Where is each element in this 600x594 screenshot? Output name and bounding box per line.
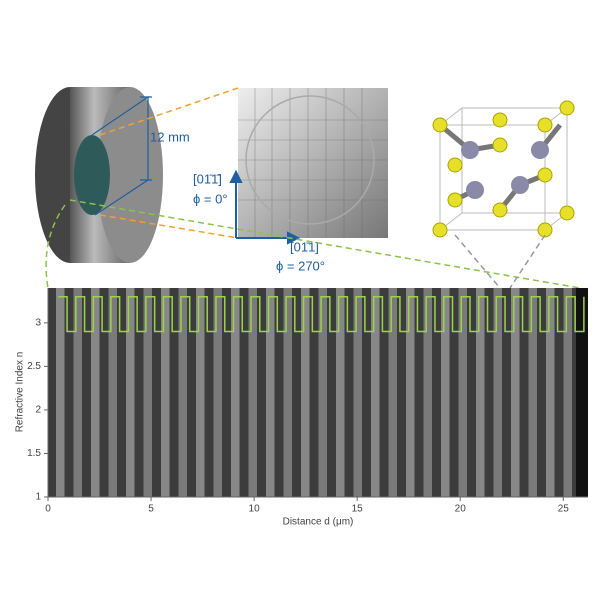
sem-stripe [266,288,275,497]
sem-stripe [161,288,170,497]
scale-bracket [91,95,152,216]
size-label: 12 mm [150,129,190,144]
sample-disk [35,87,163,263]
x-tick-label: 0 [45,504,51,515]
sem-stripe [441,288,450,497]
zoom-lines [99,87,239,239]
sem-stripe [143,288,152,497]
sem-stripe [126,288,135,497]
y-tick-label: 2.5 [27,361,41,372]
sem-stripe [458,288,467,497]
orientation-axes [229,169,301,245]
y-tick-label: 1.5 [27,448,41,459]
micrograph [238,88,388,238]
sem-stripe [476,288,485,497]
crystal-structure [432,100,575,238]
angle-label: ϕ = 0° [193,191,228,206]
sem-stripe [423,288,432,497]
index-profile [58,295,585,333]
angle-label: ϕ = 270° [276,258,325,273]
sem-stripe [231,288,240,497]
sem-stripe [493,288,502,497]
sem-stripe [56,288,65,497]
sem-stripe [406,288,415,497]
x-axis-label: Distance d (μm) [283,517,354,528]
x-tick-label: 25 [558,504,570,515]
sem-stripe [546,288,555,497]
y-tick-label: 2 [35,405,41,416]
y-axis-label: Refractive Index n [15,352,26,433]
sem-stripe [248,288,257,497]
sem-stripe [73,288,82,497]
sem-edge [576,288,588,497]
sem-stripe [528,288,537,497]
x-tick-label: 20 [455,504,467,515]
sem-stripe [91,288,100,497]
sem-stripe [108,288,117,497]
sem-stripe [178,288,187,497]
x-tick-label: 10 [249,504,261,515]
sem-stripe [371,288,380,497]
x-tick-label: 5 [148,504,154,515]
plot-area [47,288,588,498]
sem-stripe [511,288,520,497]
y-tick-label: 1 [35,492,41,503]
sem-stripe [213,288,222,497]
sem-stripe [318,288,327,497]
sem-stripe [563,288,572,497]
sem-stripe [283,288,292,497]
sem-stripe [196,288,205,497]
x-tick-label: 15 [352,504,364,515]
zoom-lines [45,199,581,289]
sem-stripe [353,288,362,497]
sem-stripe [301,288,310,497]
sem-stripe [388,288,397,497]
sem-stripe [336,288,345,497]
y-tick-label: 3 [35,317,41,328]
direction-label: [01̄1̄] [193,171,222,186]
direction-label: [01̄1] [290,239,319,254]
